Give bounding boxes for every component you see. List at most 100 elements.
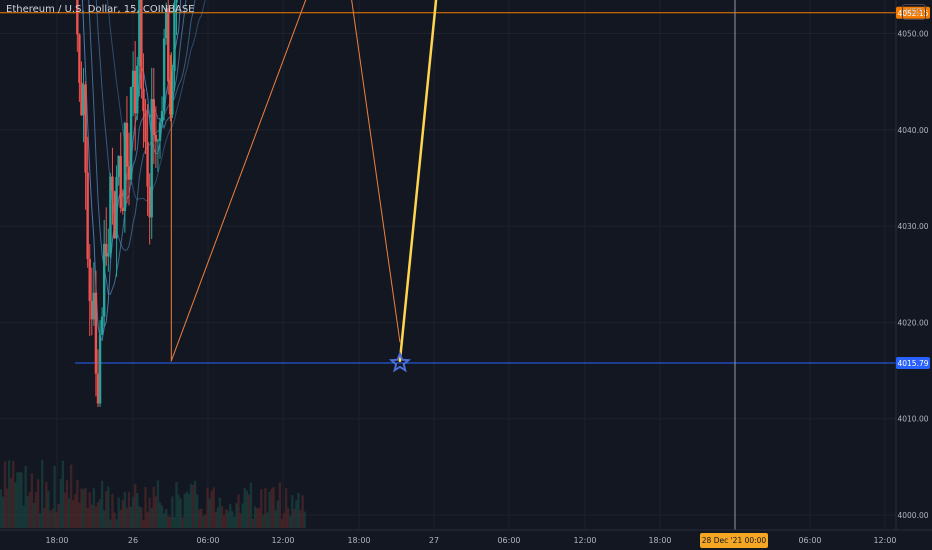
- candle-body[interactable]: [94, 292, 98, 374]
- candle-body[interactable]: [109, 176, 112, 253]
- candle-body[interactable]: [142, 88, 145, 112]
- volume-bar: [235, 503, 238, 528]
- candle-body[interactable]: [146, 141, 149, 187]
- volume-bar: [102, 510, 106, 528]
- horizontal-levels[interactable]: [0, 0, 896, 364]
- volume-bar: [107, 486, 110, 528]
- candle-body[interactable]: [158, 122, 162, 141]
- candle-body[interactable]: [86, 172, 89, 259]
- volume-bar: [195, 494, 199, 528]
- candle-body[interactable]: [152, 99, 155, 136]
- volume-bar: [55, 511, 58, 528]
- price-tick-label: 4030.00: [897, 222, 928, 231]
- candle-body[interactable]: [167, 8, 170, 82]
- time-tick-label: 12:00: [573, 536, 596, 545]
- candle-body[interactable]: [82, 84, 85, 116]
- candle-body[interactable]: [164, 8, 168, 39]
- volume-bar: [53, 465, 56, 528]
- volume-bar: [226, 510, 230, 528]
- volume-bar: [206, 487, 209, 528]
- candle-body[interactable]: [133, 70, 137, 114]
- volume-bar: [86, 507, 89, 528]
- volume-bar: [26, 496, 29, 528]
- candle-body[interactable]: [136, 65, 139, 114]
- crosshair-time-badge: [700, 533, 768, 548]
- time-tick-label: 18:00: [648, 536, 671, 545]
- candle-body[interactable]: [129, 87, 133, 180]
- candle-body[interactable]: [171, 71, 174, 115]
- candle-body[interactable]: [102, 243, 106, 317]
- volume-bar: [14, 482, 17, 528]
- trend-line[interactable]: [279, 0, 401, 343]
- candle-body[interactable]: [76, 0, 79, 35]
- projection-line[interactable]: [398, 0, 476, 363]
- candle-body[interactable]: [98, 334, 102, 404]
- candle-body[interactable]: [175, 0, 178, 3]
- drawings[interactable]: [170, 0, 476, 363]
- volume-bar: [90, 504, 93, 528]
- candle-body[interactable]: [80, 82, 83, 116]
- star-icon[interactable]: [388, 351, 412, 373]
- volume-bar: [28, 492, 31, 528]
- volume-bar: [82, 489, 85, 528]
- candle-body[interactable]: [169, 81, 172, 115]
- star-marker[interactable]: [388, 351, 412, 373]
- trend-line[interactable]: [170, 0, 476, 362]
- candle-body[interactable]: [105, 243, 108, 257]
- candle-body[interactable]: [111, 176, 114, 192]
- volume-bar: [100, 480, 104, 528]
- candle-body[interactable]: [107, 252, 110, 257]
- time-tick-label: 18:00: [347, 536, 370, 545]
- candle-body[interactable]: [138, 0, 141, 66]
- volume-bar: [63, 492, 67, 528]
- candle-body[interactable]: [160, 110, 164, 123]
- candle-body[interactable]: [150, 99, 153, 218]
- volume-bar: [12, 460, 15, 528]
- time-tick-label: 18:00: [45, 536, 68, 545]
- candle-body[interactable]: [92, 292, 96, 320]
- volume-bar: [131, 496, 135, 528]
- volume-bar: [144, 486, 147, 528]
- candle-body[interactable]: [127, 166, 131, 180]
- candle-body[interactable]: [78, 34, 81, 83]
- volume-bar: [5, 488, 9, 528]
- volume-bar: [158, 502, 162, 528]
- candle-body[interactable]: [156, 140, 160, 142]
- volume-bar: [59, 478, 62, 528]
- price-axis[interactable]: [896, 0, 932, 530]
- candle-body[interactable]: [162, 38, 166, 111]
- time-tick-label: 06:00: [497, 536, 520, 545]
- candles[interactable]: [0, 0, 306, 408]
- candle-body[interactable]: [84, 84, 87, 173]
- candle-body[interactable]: [88, 258, 91, 302]
- candle-body[interactable]: [140, 0, 143, 89]
- volume-bar: [150, 508, 153, 528]
- candle-body[interactable]: [148, 186, 151, 218]
- candle-body[interactable]: [123, 122, 127, 211]
- candle-body[interactable]: [115, 176, 118, 239]
- candle-body[interactable]: [100, 316, 104, 335]
- volume-bar: [293, 508, 296, 528]
- volume-bar: [76, 479, 79, 528]
- volume-bar: [113, 512, 116, 528]
- volume-bar: [210, 490, 213, 528]
- volume-bar: [49, 510, 52, 528]
- candle-body[interactable]: [96, 373, 100, 404]
- candle-body[interactable]: [131, 70, 135, 88]
- candle-body[interactable]: [121, 207, 124, 211]
- candle-body[interactable]: [119, 156, 122, 208]
- volume-bar: [291, 495, 294, 528]
- volume-bar: [78, 502, 81, 528]
- candle-body[interactable]: [173, 2, 176, 72]
- candle-body[interactable]: [117, 156, 120, 177]
- volume-bar: [282, 512, 286, 528]
- currency-button[interactable]: USD: [902, 4, 926, 20]
- candle-body[interactable]: [154, 135, 158, 142]
- candle-body[interactable]: [90, 301, 93, 320]
- candle-body[interactable]: [144, 111, 147, 142]
- candle-body[interactable]: [113, 191, 116, 239]
- candle-body[interactable]: [125, 122, 129, 167]
- volume-bar: [239, 513, 242, 528]
- volume-bar: [117, 497, 120, 528]
